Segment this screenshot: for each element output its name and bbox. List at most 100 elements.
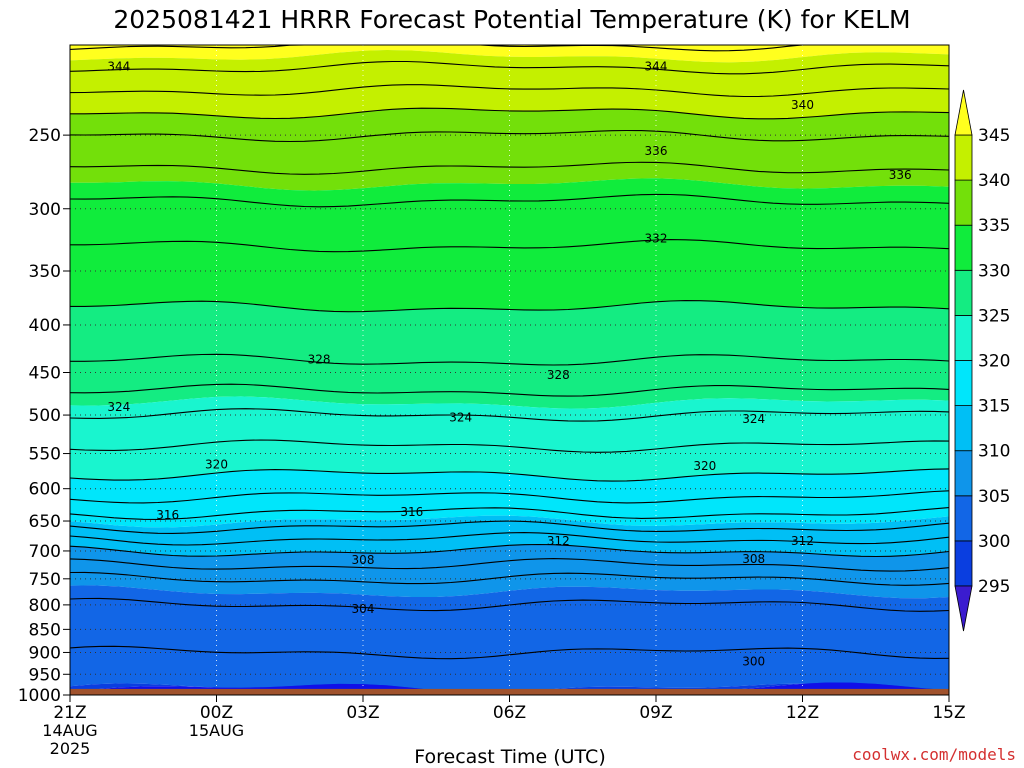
theta-band (70, 300, 949, 409)
contour-label: 308 (352, 553, 375, 567)
colorbar-label: 330 (978, 261, 1010, 281)
contour-label-text: 344 (107, 60, 130, 74)
contour-line (70, 161, 949, 175)
chart-title: 2025081421 HRRR Forecast Potential Tempe… (113, 5, 910, 34)
colorbar-label: 295 (978, 577, 1010, 597)
contour-label-text: 316 (400, 505, 423, 519)
below-ground-region (70, 688, 949, 695)
contour-line (70, 532, 949, 546)
theta-color-bands (70, 45, 949, 695)
contour-label: 328 (547, 368, 570, 382)
contour-label: 336 (645, 144, 668, 158)
contour-label: 340 (791, 98, 814, 112)
contour-line (70, 45, 949, 52)
x-tick-label: 12Z (786, 703, 819, 723)
contour-label-text: 340 (791, 98, 814, 112)
contour-label-text: 324 (107, 400, 130, 414)
colorbar-label: 325 (978, 306, 1010, 326)
contour-line (70, 300, 949, 313)
y-tick-label: 1000 (18, 686, 61, 706)
y-tick-label: 250 (29, 126, 61, 146)
contour-label: 328 (308, 353, 331, 367)
contour-label: 308 (742, 552, 765, 566)
contour-label: 300 (742, 654, 765, 668)
contour-label-text: 336 (645, 144, 668, 158)
contour-line (70, 383, 949, 397)
x-tick-label: 00Z (200, 703, 233, 723)
y-tick-label: 450 (29, 364, 61, 384)
y-tick-label: 850 (29, 620, 61, 640)
y-tick-label: 400 (29, 316, 61, 336)
colorbar-label: 310 (978, 442, 1010, 462)
contour-line (70, 84, 949, 98)
contour-label-text: 320 (693, 459, 716, 473)
contour-line (70, 239, 949, 253)
y-tick-label: 950 (29, 665, 61, 685)
contour-label-text: 320 (205, 457, 228, 471)
ground-fill (70, 688, 949, 695)
contour-line (70, 107, 949, 120)
contour-label: 320 (205, 457, 228, 471)
contour-line (70, 558, 949, 572)
contour-label: 344 (107, 60, 130, 74)
contour-label: 316 (400, 505, 423, 519)
contour-label-text: 304 (352, 602, 375, 616)
colorbar-segment (954, 269, 973, 316)
x-tick-label: 03Z (346, 703, 379, 723)
x-tick-label: 09Z (639, 703, 672, 723)
credit-link[interactable]: coolwx.com/models (852, 745, 1016, 764)
colorbar-label: 300 (978, 532, 1010, 552)
contour-label: 332 (645, 232, 668, 246)
theta-band (70, 50, 949, 119)
contour-label: 312 (791, 534, 814, 548)
y-axis: 250 300 350 400 450 500 550 600 650 700 750 800 850 9… (18, 126, 70, 706)
theta-band (70, 544, 949, 599)
contour-label: 316 (156, 508, 179, 522)
contour-label-text: 344 (645, 60, 668, 74)
y-tick-label: 800 (29, 596, 61, 616)
contour-label: 344 (645, 60, 668, 74)
theta-band (70, 396, 949, 481)
theta-contours (70, 45, 949, 660)
contour-label-text: 308 (352, 553, 375, 567)
colorbar-under-arrow (954, 585, 973, 632)
colorbar-label: 335 (978, 216, 1010, 236)
contour-label: 324 (742, 412, 765, 426)
contour-label-text: 332 (645, 232, 668, 246)
contour-label-text: 308 (742, 552, 765, 566)
contour-label-text: 336 (889, 168, 912, 182)
contour-label-text: 316 (156, 508, 179, 522)
x-tick-date: 14AUG (42, 721, 97, 740)
colorbar-segment (954, 405, 973, 452)
colorbar-label: 345 (978, 126, 1010, 146)
colorbar-segment (954, 495, 973, 542)
contour-label: 312 (547, 534, 570, 548)
colorbar-over-arrow (954, 89, 973, 136)
x-tick-year: 2025 (50, 739, 91, 758)
contour-label-text: 312 (547, 534, 570, 548)
colorbar-label: 340 (978, 171, 1010, 191)
contour-line (70, 408, 949, 422)
y-tick-label: 900 (29, 643, 61, 663)
contour-line (70, 468, 949, 482)
y-tick-label: 750 (29, 570, 61, 590)
contour-label-text: 328 (308, 353, 331, 367)
colorbar-segment (954, 314, 973, 361)
contour-label: 320 (693, 459, 716, 473)
contour-line (70, 129, 949, 143)
contour-line (70, 507, 949, 520)
y-tick-label: 600 (29, 480, 61, 500)
x-tick-label: 15Z (932, 703, 965, 723)
y-tick-label: 350 (29, 262, 61, 282)
colorbar-segment (954, 360, 973, 406)
contour-label: 324 (107, 400, 130, 414)
contour-label-text: 312 (791, 534, 814, 548)
colorbar-segment (954, 450, 973, 497)
contour-line (70, 597, 949, 612)
x-axis-label: Forecast Time (UTC) (414, 746, 605, 768)
colorbar-segment (954, 224, 973, 271)
theta-band (70, 108, 949, 191)
colorbar-label: 320 (978, 352, 1010, 372)
